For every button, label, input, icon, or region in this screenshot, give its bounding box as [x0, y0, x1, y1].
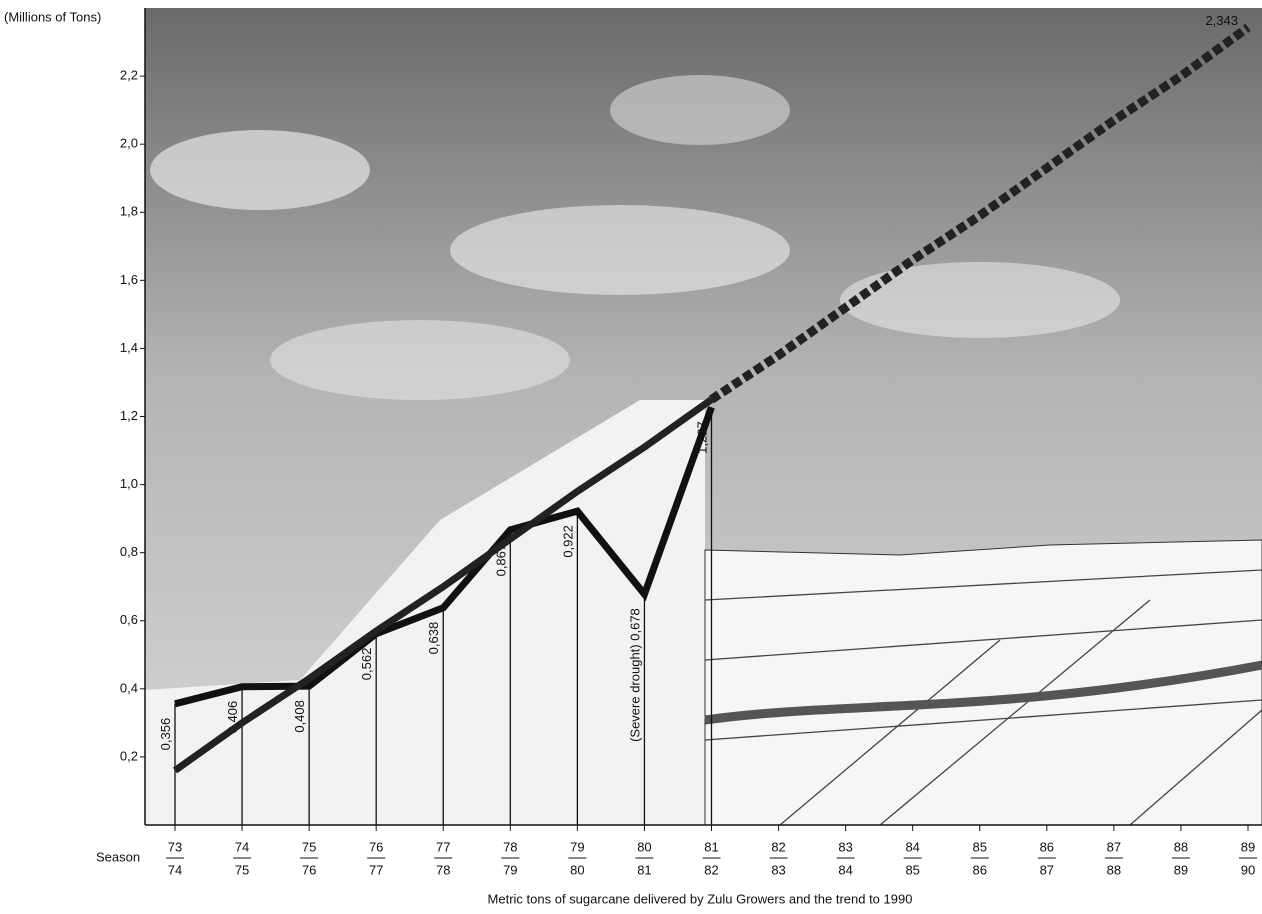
x-tick-label: 78: [436, 862, 450, 877]
data-label: 1,227: [695, 421, 710, 454]
data-label: 0,922: [561, 525, 576, 558]
data-label: 0,408: [293, 700, 308, 733]
data-label-value: 0,356: [158, 718, 173, 751]
x-tick-label: 87: [1107, 839, 1121, 854]
y-tick-label: 1,2: [120, 408, 138, 423]
x-tick-label: 74: [168, 862, 182, 877]
x-tick-label: 90: [1241, 862, 1255, 877]
x-tick-label: 76: [302, 862, 316, 877]
x-tick-label: 87: [1040, 862, 1054, 877]
y-tick-label: 0,2: [120, 748, 138, 763]
x-tick-label: 89: [1241, 839, 1255, 854]
x-tick-label: 83: [838, 839, 852, 854]
data-label-value: 0,408: [293, 700, 308, 733]
series-line: [174, 406, 715, 708]
x-tick-label: 76: [369, 839, 383, 854]
chart-caption: Metric tons of sugarcane delivered by Zu…: [488, 891, 913, 906]
data-label: 0,638: [427, 622, 442, 655]
y-tick-label: 1,6: [120, 272, 138, 287]
x-tick-label: 85: [905, 862, 919, 877]
x-tick-label: 85: [973, 839, 987, 854]
x-tick-label: 82: [771, 839, 785, 854]
data-label-value: 0,678: [628, 608, 643, 641]
x-tick-label: 86: [973, 862, 987, 877]
data-label-value: 0,922: [561, 525, 576, 558]
x-tick-label: 80: [570, 862, 584, 877]
y-tick-label: 0,4: [120, 680, 138, 695]
x-tick-label: 88: [1174, 839, 1188, 854]
annotation: (Severe drought): [628, 644, 643, 742]
x-tick-label: 77: [436, 839, 450, 854]
x-tick-label: 84: [905, 839, 919, 854]
data-label-value: 0,562: [360, 648, 375, 681]
x-tick-label: 75: [235, 862, 249, 877]
y-tick-label: 0,6: [120, 612, 138, 627]
series-line: [172, 396, 714, 774]
series-line: [709, 23, 1251, 404]
data-label: 0,562: [360, 648, 375, 681]
x-tick-label: 79: [570, 839, 584, 854]
x-axis-title: Season: [96, 849, 140, 864]
x-tick-label: 73: [168, 839, 182, 854]
y-tick-label: 0,8: [120, 544, 138, 559]
x-tick-label: 88: [1107, 862, 1121, 877]
x-tick-label: 80: [637, 839, 651, 854]
data-label-value: 0,638: [427, 622, 442, 655]
x-tick-label: 84: [838, 862, 852, 877]
data-label: 2,343: [1205, 13, 1238, 28]
x-tick-label: 89: [1174, 862, 1188, 877]
y-tick-label: 2,0: [120, 136, 138, 151]
x-tick-label: 77: [369, 862, 383, 877]
y-tick-label: 1,4: [120, 340, 138, 355]
data-label: (Severe drought) 0,678: [628, 608, 643, 742]
x-tick-label: 79: [503, 862, 517, 877]
y-tick-label: 1,8: [120, 204, 138, 219]
y-tick-label: 1,0: [120, 476, 138, 491]
x-tick-label: 74: [235, 839, 249, 854]
data-label-value: 1,227: [695, 421, 710, 454]
x-tick-label: 82: [704, 862, 718, 877]
x-tick-label: 86: [1040, 839, 1054, 854]
y-tick-label: 2,2: [120, 68, 138, 83]
x-tick-label: 78: [503, 839, 517, 854]
x-tick-label: 81: [704, 839, 718, 854]
x-tick-label: 81: [637, 862, 651, 877]
x-tick-label: 83: [771, 862, 785, 877]
data-label: 0,356: [158, 718, 173, 751]
x-tick-label: 75: [302, 839, 316, 854]
y-axis-title: (Millions of Tons): [4, 9, 101, 24]
